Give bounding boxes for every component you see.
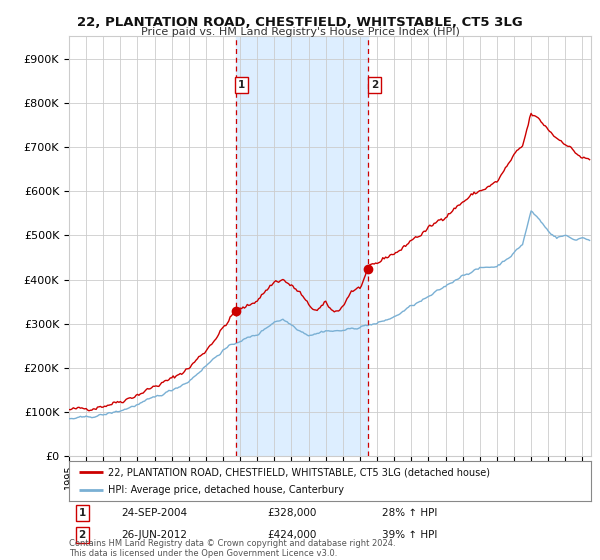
Text: 1: 1 — [79, 508, 86, 518]
Text: 26-JUN-2012: 26-JUN-2012 — [121, 530, 187, 540]
Text: 2: 2 — [79, 530, 86, 540]
Text: 22, PLANTATION ROAD, CHESTFIELD, WHITSTABLE, CT5 3LG (detached house): 22, PLANTATION ROAD, CHESTFIELD, WHITSTA… — [108, 467, 490, 477]
Text: HPI: Average price, detached house, Canterbury: HPI: Average price, detached house, Cant… — [108, 485, 344, 495]
Bar — [236, 36, 368, 456]
Text: 1: 1 — [238, 80, 245, 90]
Text: 22, PLANTATION ROAD, CHESTFIELD, WHITSTABLE, CT5 3LG: 22, PLANTATION ROAD, CHESTFIELD, WHITSTA… — [77, 16, 523, 29]
Text: £328,000: £328,000 — [268, 508, 317, 518]
Text: 24-SEP-2004: 24-SEP-2004 — [121, 508, 187, 518]
Text: Price paid vs. HM Land Registry's House Price Index (HPI): Price paid vs. HM Land Registry's House … — [140, 27, 460, 37]
Text: Contains HM Land Registry data © Crown copyright and database right 2024.
This d: Contains HM Land Registry data © Crown c… — [69, 539, 395, 558]
Text: 28% ↑ HPI: 28% ↑ HPI — [382, 508, 437, 518]
Text: 39% ↑ HPI: 39% ↑ HPI — [382, 530, 437, 540]
Text: 2: 2 — [371, 80, 378, 90]
Text: £424,000: £424,000 — [268, 530, 317, 540]
